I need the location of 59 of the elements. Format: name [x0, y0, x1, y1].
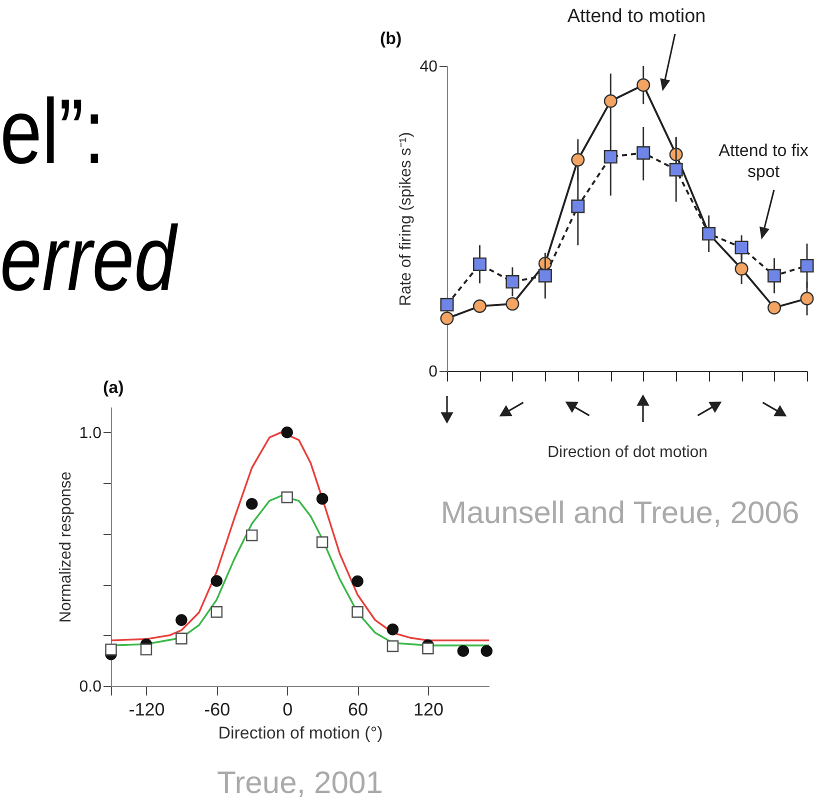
- point: [571, 153, 585, 167]
- x-axis-title: Direction of motion (°): [218, 724, 383, 742]
- x-tick-label: 60: [348, 700, 368, 720]
- point: [440, 298, 454, 312]
- point: [352, 606, 364, 618]
- point: [669, 162, 683, 176]
- point: [105, 644, 117, 656]
- x-tick-label: -60: [204, 700, 230, 720]
- point: [246, 529, 258, 542]
- point: [604, 94, 618, 108]
- point: [386, 640, 399, 652]
- point: [176, 632, 188, 644]
- text: Treue, 2001: [216, 765, 384, 801]
- point: [480, 645, 493, 657]
- point: [734, 240, 748, 254]
- point: [472, 257, 486, 272]
- point: [281, 426, 293, 438]
- y-tick-label: 40: [420, 58, 438, 76]
- point: [440, 312, 454, 326]
- point: [472, 299, 486, 313]
- point: [538, 268, 552, 282]
- point: [571, 200, 585, 214]
- point: [352, 575, 364, 588]
- x-tick-label: 0: [282, 700, 293, 720]
- chart-title: (a): [103, 378, 124, 397]
- y-axis-title: Rate of firing (spikes s⁻¹): [398, 132, 415, 306]
- point: [140, 644, 152, 656]
- x-tick-label: -120: [128, 700, 165, 720]
- point: [281, 491, 293, 504]
- point: [604, 150, 618, 164]
- point: [506, 275, 520, 289]
- point: [176, 614, 188, 626]
- point: [734, 262, 748, 276]
- point: [457, 645, 470, 657]
- point: [800, 292, 814, 306]
- y-tick-label: 1.0: [79, 424, 102, 442]
- y-tick-label: 0.0: [79, 678, 102, 696]
- point: [636, 146, 650, 160]
- point: [768, 268, 782, 282]
- point: [800, 259, 814, 273]
- point: [506, 297, 520, 311]
- text: el”:: [0, 81, 105, 183]
- point: [210, 606, 223, 618]
- chart-title: (b): [380, 29, 402, 48]
- x-tick-label: 120: [413, 700, 444, 720]
- point: [386, 624, 399, 636]
- text: Attend to motion: [567, 6, 707, 27]
- text: erred: [0, 208, 176, 310]
- x-axis-title: Direction of dot motion: [547, 444, 708, 461]
- point: [210, 575, 223, 587]
- point: [246, 498, 258, 510]
- point: [422, 642, 434, 654]
- point: [636, 78, 650, 92]
- point: [316, 536, 328, 548]
- point: [316, 492, 328, 505]
- annotation: Maunsell and Treue, 2006: [440, 495, 800, 531]
- series-label: Attend to fix spot: [718, 140, 810, 182]
- y-axis-title: Normalized response: [57, 471, 74, 623]
- point: [768, 300, 782, 314]
